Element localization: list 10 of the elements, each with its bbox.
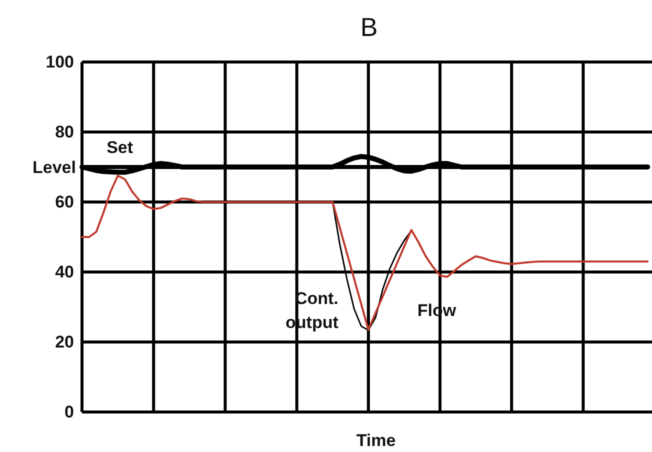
series-label: Set <box>106 138 134 157</box>
y-tick-label: 60 <box>55 192 74 212</box>
y-tick-label: 100 <box>46 52 74 72</box>
y-tick-label: 20 <box>55 332 74 352</box>
x-axis-title: Time <box>356 431 396 450</box>
y-tick-label: 40 <box>55 262 74 282</box>
chart-title: B <box>360 12 378 42</box>
series-label: Level <box>32 158 76 177</box>
y-tick-label: 0 <box>64 402 74 422</box>
y-tick-label: 80 <box>55 122 74 142</box>
